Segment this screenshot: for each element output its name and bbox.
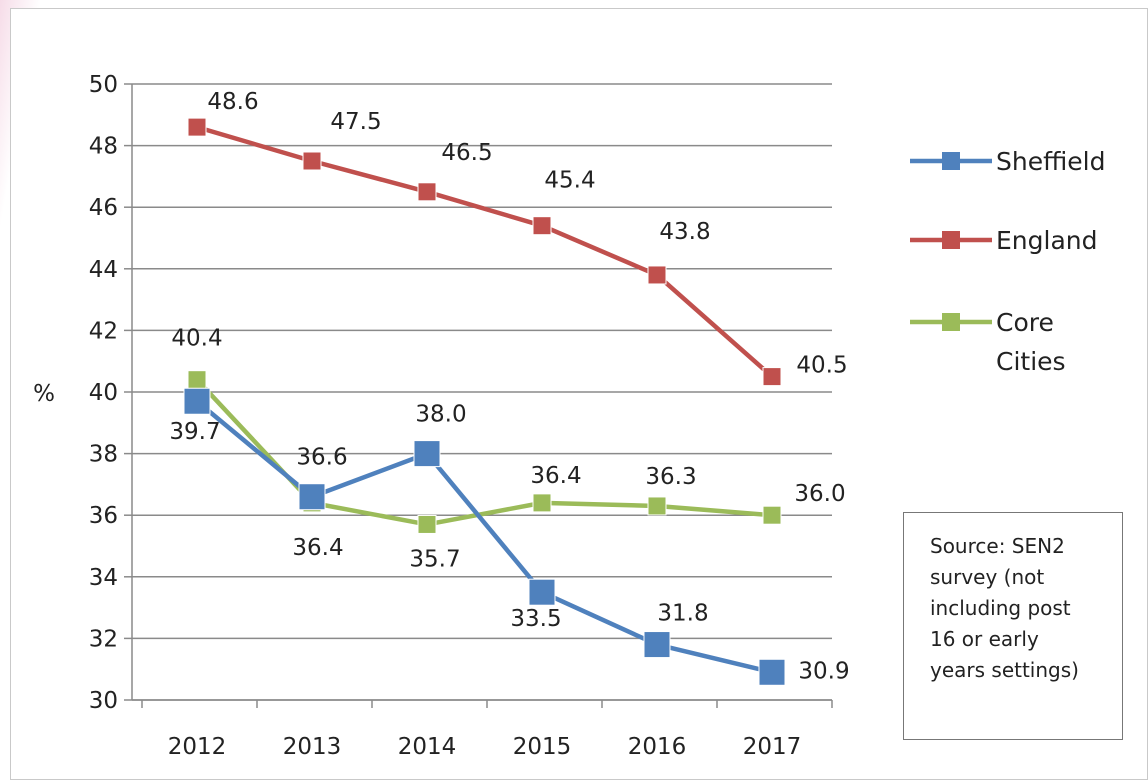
data-point <box>528 578 556 606</box>
legend-label: Cities <box>996 347 1066 376</box>
data-label: 40.5 <box>796 353 847 379</box>
data-label: 48.6 <box>207 89 258 115</box>
legend-marker <box>942 231 960 249</box>
legend-label: Core <box>996 308 1054 337</box>
source-note-line: 16 or early <box>930 627 1039 651</box>
series-line-england <box>196 124 774 379</box>
legend-label: Sheffield <box>996 147 1105 176</box>
y-tick-label: 32 <box>89 626 118 652</box>
y-tick-label: 40 <box>89 380 118 406</box>
data-point <box>417 182 437 202</box>
data-point <box>413 440 441 468</box>
source-note-line: including post <box>930 596 1071 620</box>
y-tick-label: 42 <box>89 318 118 344</box>
y-tick-label: 34 <box>89 565 118 591</box>
data-point <box>762 367 782 387</box>
data-label: 36.6 <box>296 445 347 471</box>
x-tick-label: 2014 <box>398 734 457 760</box>
data-label: 47.5 <box>330 109 381 135</box>
data-point <box>187 370 207 390</box>
y-tick-label: 48 <box>89 134 118 160</box>
legend-marker <box>942 152 960 170</box>
series-line-core-cities <box>195 378 773 527</box>
data-label: 46.5 <box>441 140 492 166</box>
data-label: 35.7 <box>409 546 460 572</box>
x-tick-label: 2012 <box>168 734 227 760</box>
legend-label: England <box>996 226 1098 255</box>
y-tick-label: 30 <box>89 688 118 714</box>
data-point <box>298 483 326 511</box>
source-note-line: Source: SEN2 <box>930 534 1065 558</box>
y-tick-label: 44 <box>89 257 118 283</box>
data-point <box>647 265 667 285</box>
source-note: Source: SEN2 survey (not including post … <box>903 512 1123 740</box>
data-point <box>417 514 437 534</box>
source-note-line: survey (not <box>930 565 1045 589</box>
data-label: 40.4 <box>171 326 222 352</box>
data-label: 43.8 <box>659 219 710 245</box>
data-point <box>647 496 667 516</box>
data-label: 38.0 <box>415 402 466 428</box>
data-point <box>758 658 786 686</box>
y-tick-label: 46 <box>89 195 118 221</box>
data-label: 33.5 <box>510 606 561 632</box>
y-axis-label: % <box>33 381 55 407</box>
legend-marker <box>942 313 960 331</box>
data-point <box>187 117 207 137</box>
data-label: 31.8 <box>657 601 708 627</box>
data-point <box>532 493 552 513</box>
y-tick-label: 50 <box>89 72 118 98</box>
series-line-sheffield <box>195 399 773 675</box>
x-tick-label: 2015 <box>513 734 572 760</box>
data-label: 39.7 <box>169 419 220 445</box>
data-label: 30.9 <box>798 658 849 684</box>
data-label: 36.3 <box>645 464 696 490</box>
data-point <box>643 631 671 659</box>
data-label: 36.4 <box>292 535 343 561</box>
data-point <box>183 387 211 415</box>
data-label: 36.4 <box>530 463 581 489</box>
data-label: 36.0 <box>794 481 845 507</box>
source-note-line: years settings) <box>930 658 1079 682</box>
x-tick-label: 2017 <box>743 734 802 760</box>
y-tick-label: 36 <box>89 503 118 529</box>
data-label: 45.4 <box>544 168 595 194</box>
y-tick-label: 38 <box>89 442 118 468</box>
data-point <box>762 505 782 525</box>
data-point <box>532 216 552 236</box>
data-point <box>302 151 322 171</box>
x-tick-label: 2016 <box>628 734 687 760</box>
x-tick-label: 2013 <box>283 734 342 760</box>
